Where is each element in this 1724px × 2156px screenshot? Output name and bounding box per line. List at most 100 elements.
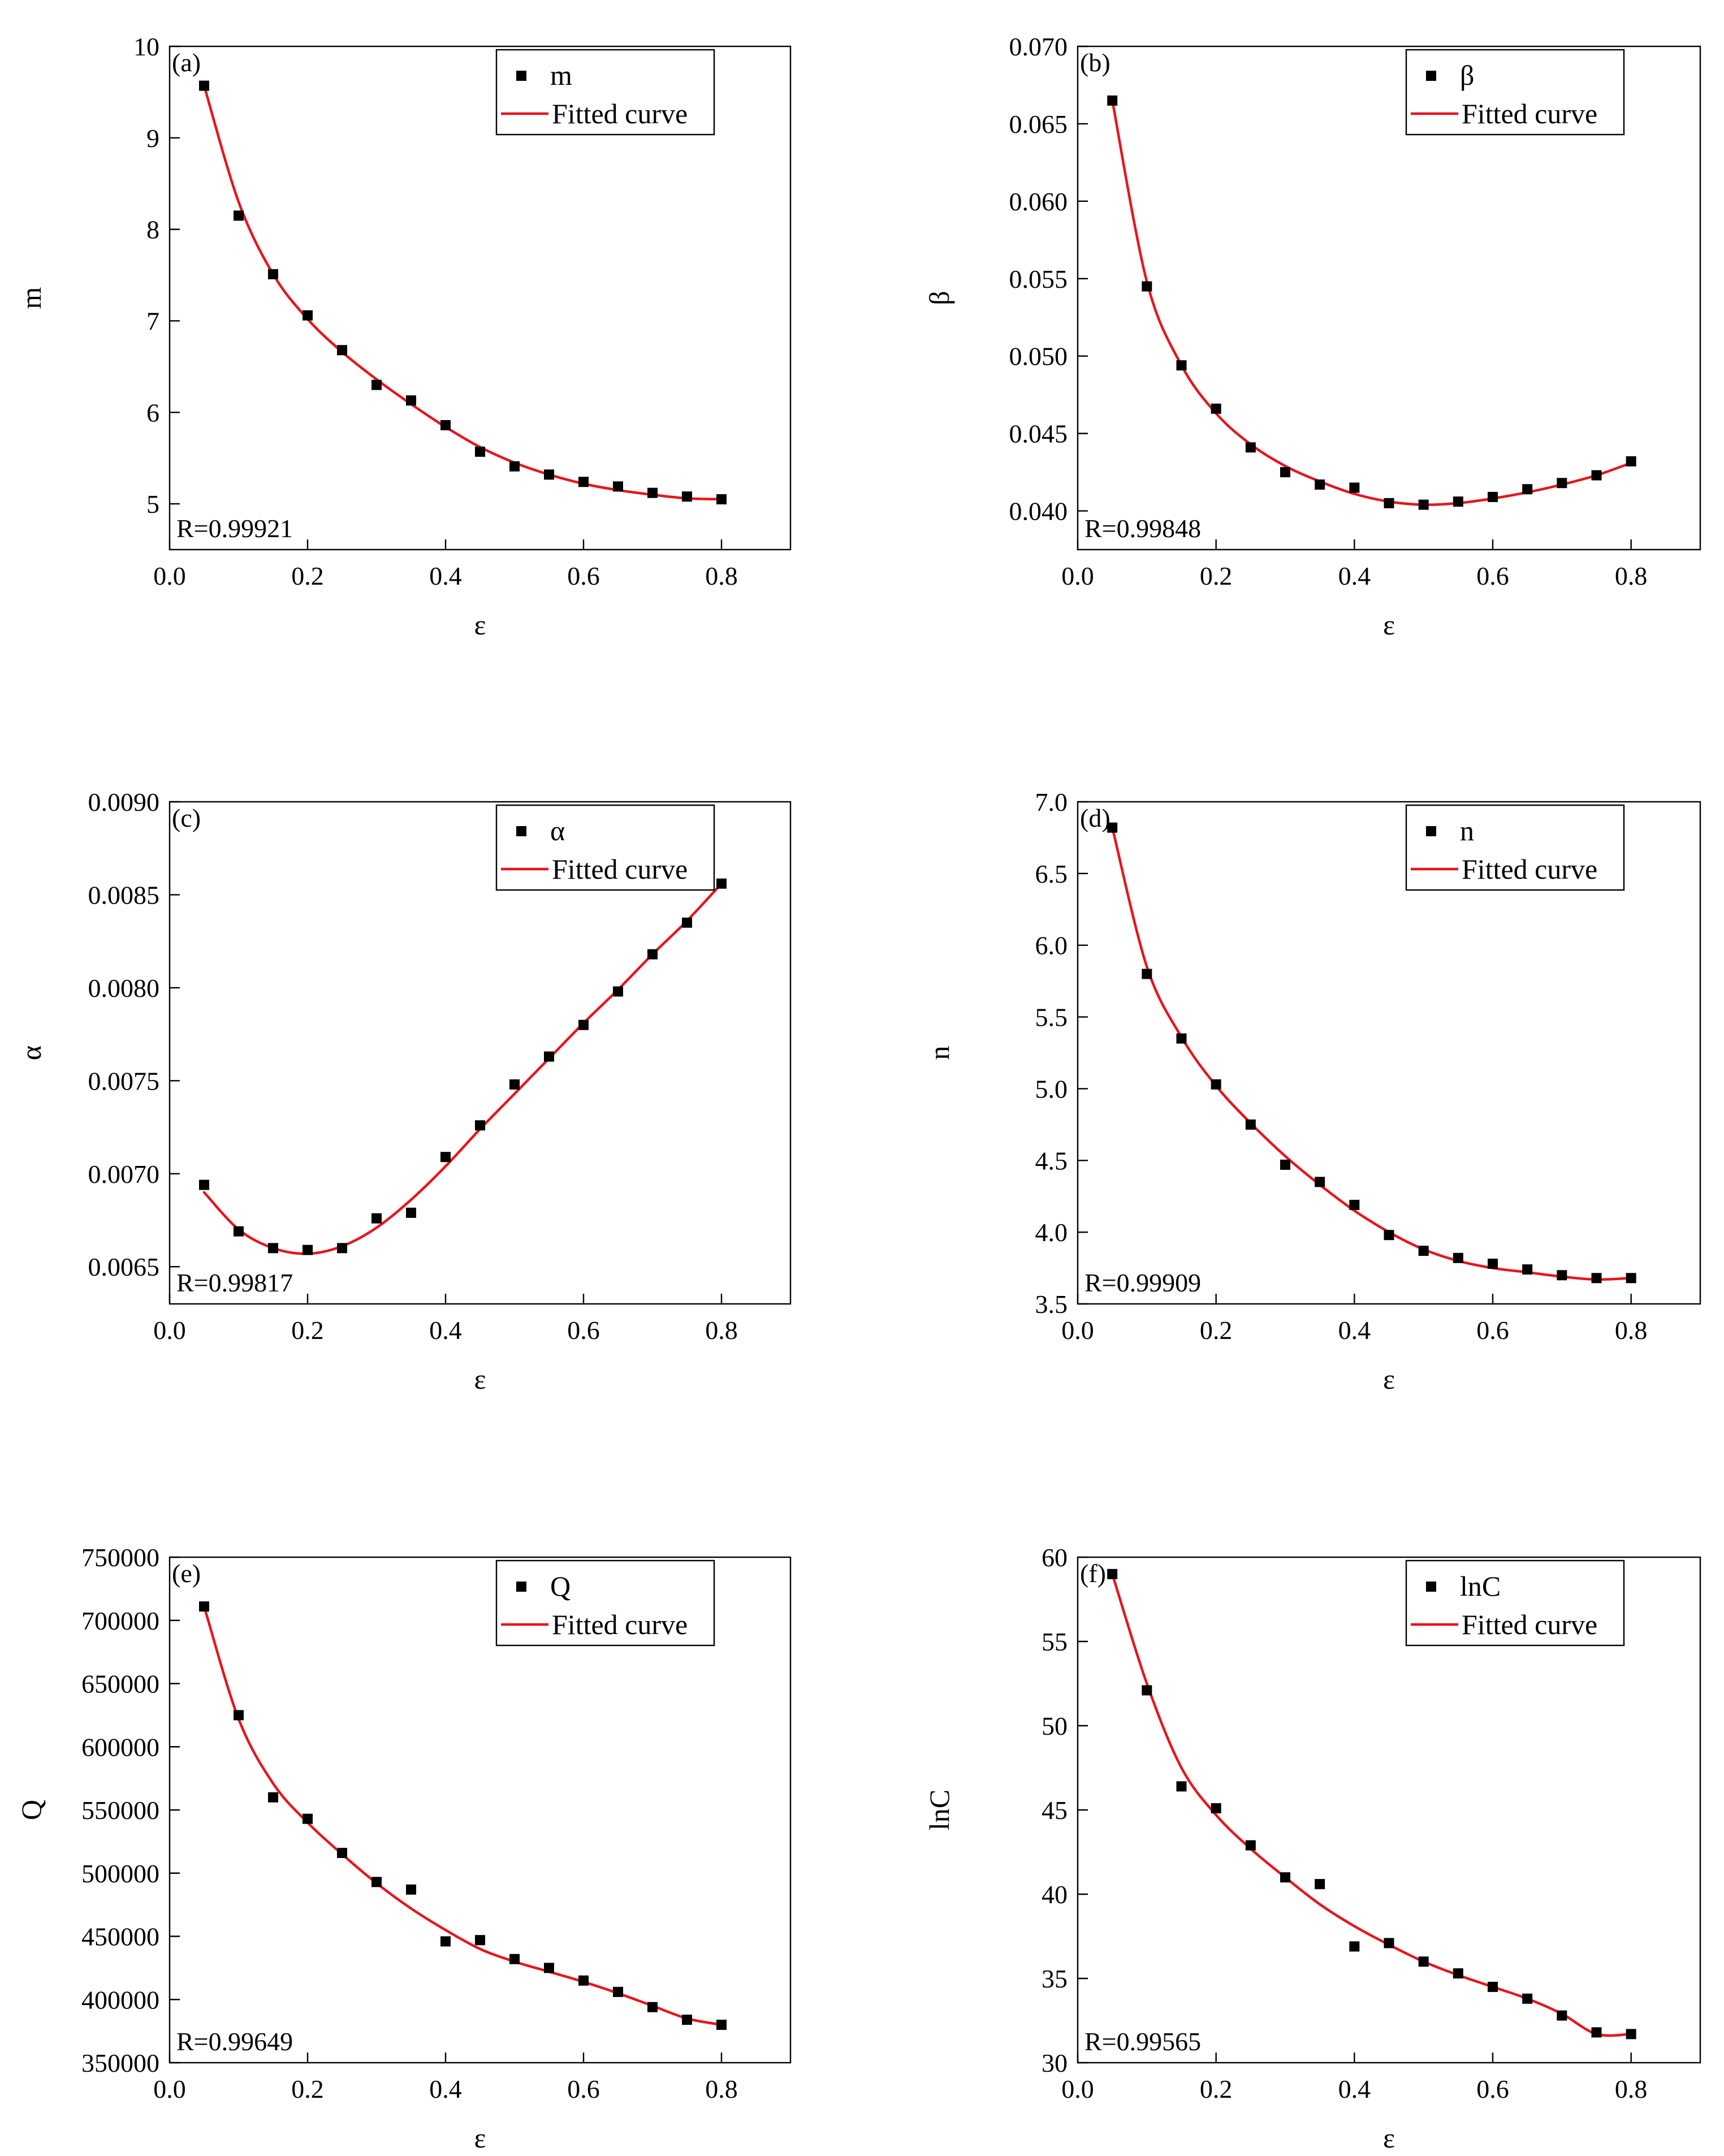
legend-fit-label: Fitted curve — [552, 853, 688, 885]
panel-b: 0.0 0.2 0.4 0.6 0.8 0.040 0.045 0.050 0.055 0.060… — [923, 32, 1701, 641]
y-tick-label: 5.5 — [1035, 1003, 1068, 1032]
legend-box — [495, 804, 715, 891]
data-point — [1349, 1199, 1360, 1210]
y-tick-label: 8 — [146, 215, 159, 244]
panel-tag: (f) — [1080, 1559, 1106, 1588]
x-tick-label: 0.8 — [1615, 561, 1648, 590]
y-axis-label: Q — [15, 1800, 47, 1820]
legend-box — [1405, 1559, 1625, 1647]
y-tick-label: 0.0070 — [88, 1160, 160, 1189]
y-tick-label: 0.0085 — [88, 880, 160, 909]
data-point — [1211, 403, 1221, 414]
data-point — [1418, 499, 1429, 510]
panel-a: 0.0 0.2 0.4 0.6 0.8 5 6 7 8 9 10 ε m (a) R=0.99921 m Fit… — [15, 32, 792, 641]
y-tick-label: 6.5 — [1035, 859, 1068, 888]
data-point — [1280, 467, 1290, 478]
data-point — [647, 949, 658, 960]
legend-fit-label: Fitted curve — [1462, 853, 1597, 885]
y-tick-label: 0.040 — [1009, 497, 1068, 526]
x-tick-label: 0.6 — [567, 1316, 600, 1345]
data-point — [613, 986, 623, 997]
y-tick-label: 0.0065 — [88, 1252, 160, 1281]
y-tick-label: 10 — [133, 32, 159, 61]
y-tick-label: 0.070 — [1009, 32, 1068, 61]
x-tick-label: 0.2 — [291, 1316, 324, 1345]
x-tick-label: 0.6 — [567, 2075, 600, 2103]
panel-tag: (c) — [172, 803, 201, 832]
x-tick-label: 0.6 — [567, 561, 600, 590]
x-tick-label: 0.2 — [1200, 2075, 1233, 2103]
fitted-curve — [202, 1605, 723, 2027]
data-point — [544, 1051, 554, 1062]
data-point — [1626, 456, 1636, 466]
data-point — [578, 1975, 589, 1986]
data-point — [268, 269, 278, 279]
data-point — [1349, 1941, 1360, 1952]
data-point — [1488, 1258, 1498, 1269]
data-point — [1245, 1119, 1256, 1130]
legend-points-label: m — [550, 59, 572, 91]
data-point — [440, 420, 451, 430]
y-tick-label: 600000 — [81, 1732, 159, 1761]
legend-fit-label: Fitted curve — [1462, 98, 1597, 129]
y-tick-label: 750000 — [81, 1543, 159, 1572]
y-tick-label: 450000 — [81, 1922, 159, 1951]
y-tick-label: 5 — [146, 490, 159, 519]
legend: lnC Fitted curve — [1405, 1559, 1625, 1647]
fitted-curve — [202, 84, 723, 501]
legend-points-label: Q — [550, 1570, 571, 1602]
y-tick-label: 7.0 — [1035, 788, 1068, 816]
data-point — [1315, 479, 1325, 490]
data-point — [475, 1935, 485, 1946]
legend: α Fitted curve — [495, 804, 715, 891]
x-axis-label: ε — [1383, 609, 1395, 641]
panel-d: 0.0 0.2 0.4 0.6 0.8 3.5 4.0 4.5 5.0 5.5 6.0 6.5 7.0 ε… — [923, 788, 1701, 1395]
data-point — [1211, 1079, 1221, 1090]
x-tick-label: 0.8 — [705, 1316, 738, 1345]
data-point — [234, 1710, 244, 1721]
data-point — [303, 1245, 313, 1255]
data-point — [1453, 1968, 1463, 1979]
data-point — [716, 2019, 727, 2030]
fitted-curve — [1111, 1572, 1632, 2037]
data-point — [1107, 95, 1118, 106]
y-axis-label: m — [15, 287, 47, 309]
data-point — [1245, 442, 1256, 453]
data-point — [544, 469, 554, 480]
y-tick-label: 40 — [1042, 1880, 1068, 1909]
y-tick-label: 55 — [1042, 1627, 1068, 1656]
x-tick-label: 0.2 — [1200, 561, 1233, 590]
y-axis-label: α — [15, 1045, 47, 1060]
legend: Q Fitted curve — [495, 1559, 715, 1647]
data-point — [268, 1243, 278, 1254]
panel-e: 0.0 0.2 0.4 0.6 0.8 350000 400000 450000 500000 5… — [15, 1543, 792, 2154]
plot-frame — [168, 801, 792, 1305]
data-point — [475, 1120, 485, 1131]
data-point — [268, 1792, 278, 1803]
data-point — [234, 1226, 244, 1237]
x-tick-label: 0.6 — [1476, 1316, 1509, 1345]
fitted-curve — [1111, 99, 1632, 506]
x-tick-label: 0.4 — [1338, 1316, 1371, 1345]
x-axis-label: ε — [474, 2122, 486, 2153]
x-tick-label: 0.2 — [1200, 1316, 1233, 1345]
data-point — [1591, 1273, 1602, 1284]
x-tick-label: 0.6 — [1476, 2075, 1509, 2103]
y-tick-label: 0.060 — [1009, 187, 1068, 216]
data-point — [1245, 1840, 1256, 1851]
data-point — [613, 481, 623, 492]
panel-c: 0.0 0.2 0.4 0.6 0.8 0.0065 0.0070 0.0075 0.0080 0… — [15, 788, 792, 1395]
data-point — [1453, 496, 1463, 507]
data-point — [1557, 478, 1567, 489]
y-tick-label: 7 — [146, 306, 159, 335]
y-tick-label: 4.0 — [1035, 1218, 1068, 1247]
data-point — [1522, 1264, 1533, 1275]
data-point — [406, 1884, 416, 1895]
data-point — [1488, 1981, 1498, 1992]
r-value: R=0.99921 — [176, 514, 293, 543]
data-point — [406, 1207, 416, 1218]
x-tick-label: 0.4 — [429, 561, 462, 590]
x-tick-label: 0.0 — [1061, 1316, 1094, 1345]
x-tick-label: 0.0 — [153, 2075, 186, 2103]
